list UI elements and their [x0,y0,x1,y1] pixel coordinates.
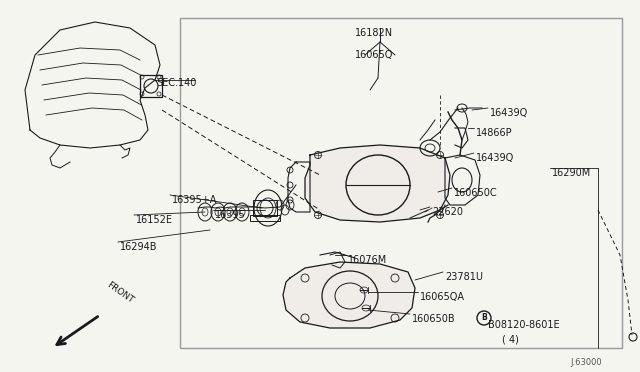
Text: 14866P: 14866P [476,128,513,138]
Bar [140,75,162,97]
Text: 16152E: 16152E [136,215,173,225]
Text: 16076M: 16076M [348,255,387,265]
Text: 16439Q: 16439Q [490,108,528,118]
Text: SEC.140: SEC.140 [156,78,196,88]
Text: B08120-8601E: B08120-8601E [488,320,559,330]
Text: 22620: 22620 [432,207,463,217]
Text: 16395: 16395 [215,210,246,220]
Polygon shape [283,262,415,328]
Text: 16065QA: 16065QA [420,292,465,302]
Text: 16290M: 16290M [552,168,591,178]
Polygon shape [305,145,450,222]
Text: J.63000: J.63000 [570,358,602,367]
Bar [250,215,280,221]
Text: 16294B: 16294B [120,242,157,252]
Text: 23781U: 23781U [445,272,483,282]
Text: 16065Q: 16065Q [355,50,394,60]
Bar [253,200,277,216]
Text: FRONT: FRONT [105,280,135,305]
Text: ( 4): ( 4) [502,334,519,344]
Bar [180,18,622,348]
Text: 16439Q: 16439Q [476,153,515,163]
Text: 160650B: 160650B [412,314,456,324]
Text: 16395+A: 16395+A [172,195,218,205]
Text: B: B [481,314,487,323]
Text: 16182N: 16182N [355,28,393,38]
Text: 160650C: 160650C [454,188,498,198]
